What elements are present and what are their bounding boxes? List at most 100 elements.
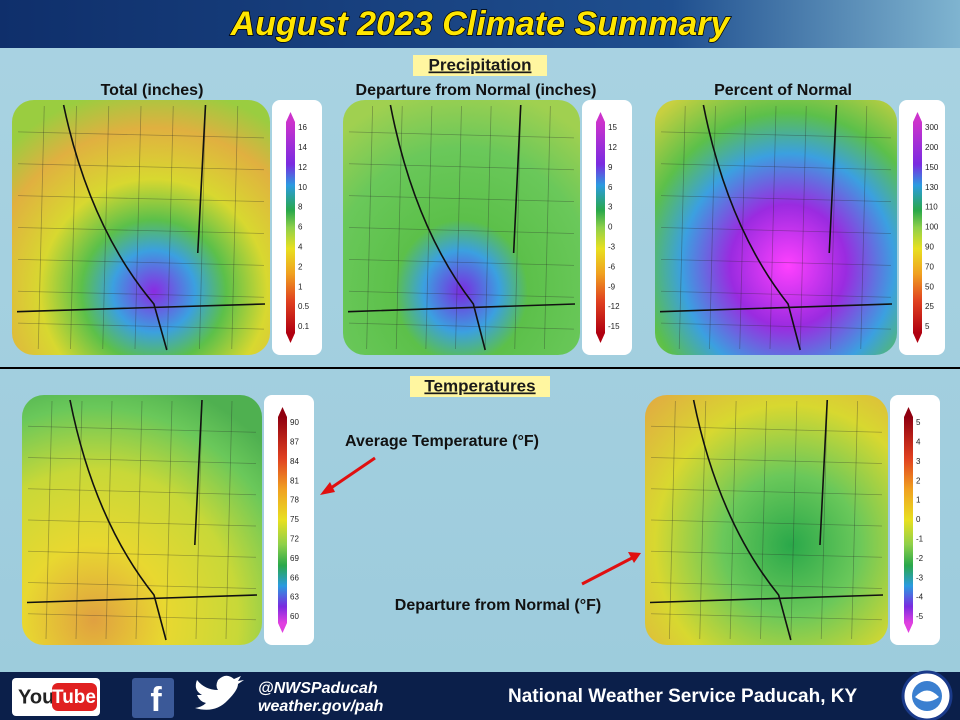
map-boundary [75,400,83,640]
legend-label: 72 [290,535,299,544]
twitter-icon[interactable] [195,675,244,710]
legend-label: 200 [925,143,939,152]
legend-label: -9 [608,282,616,291]
map-boundary [17,290,265,298]
map-label: Departure from Normal (°F) [395,597,601,614]
office-name: National Weather Service Paducah, KY [508,686,857,707]
legend-label: 150 [925,163,939,172]
map-boundary [650,613,883,621]
map-boundary [165,400,173,640]
map-boundary [70,105,77,350]
legend-label: 0.1 [298,322,310,331]
legend-label: 90 [290,418,299,427]
legend-box [264,395,314,645]
map-boundary [27,519,257,527]
legend-label: 100 [925,223,939,232]
state-border [649,399,884,641]
legend-label: 2 [916,476,921,485]
map-boundary [348,227,575,234]
legend-bar [278,417,287,623]
map-boundary [660,258,892,266]
legend-label: 5 [916,418,921,427]
legend-label: 12 [298,163,307,172]
map-boundary [820,400,828,640]
legend-label: 14 [298,143,307,152]
title-bar [0,0,960,48]
map-boundary [660,227,892,234]
map-boundary [543,105,551,350]
legend-label: 6 [298,223,303,232]
legend-label: 300 [925,123,939,132]
map-boundary [660,163,892,171]
legend-label: 87 [290,438,299,447]
legend-bar [904,417,913,623]
legend-label: -3 [608,243,616,252]
legend-label: 3 [916,457,921,466]
legend-label: 10 [298,183,307,192]
legend-label: 3 [608,203,613,212]
legend-bar [286,122,295,333]
map-boundary [27,488,257,496]
map-boundary [348,131,575,139]
legend-label: -15 [608,322,620,331]
legend-cap [904,407,913,417]
legend-label: 81 [290,476,299,485]
legend-cap [596,112,605,122]
legend-label: 16 [298,123,307,132]
map-label: Average Temperature (°F) [345,433,539,450]
map-boundary [650,425,883,433]
arrow [581,556,633,586]
map-boundary [348,322,575,330]
arrow-head [320,482,335,495]
map-boundary [650,550,883,558]
map-boundary [348,258,575,266]
map-boundary [27,550,257,558]
legend-label: 84 [290,457,299,466]
map-boundary [395,105,403,350]
legend-cap [904,623,913,633]
state-border [347,104,576,351]
map-boundary [790,400,798,640]
facebook-text: f [150,681,162,719]
legend-label: 2 [298,262,303,271]
legend-box [890,395,940,645]
map-boundary [195,400,203,640]
facebook-icon[interactable] [132,678,174,718]
map-boundary [166,105,174,350]
legend-label: 0.5 [298,302,310,311]
map-boundary [45,400,53,640]
map-boundary [650,457,883,464]
legend-cap [286,333,295,343]
legend-label: 12 [608,143,617,152]
legend-label: 1 [916,496,921,505]
legend-label: 50 [925,282,934,291]
map-boundary [678,105,686,350]
map-label: Departure from Normal (inches) [356,82,597,99]
legend-label: 0 [916,515,921,524]
map-boundary [27,425,257,433]
website: weather.gov/pah [258,698,384,715]
map [645,395,888,645]
youtube-text: Tube [52,687,96,708]
map-boundary [660,322,892,330]
map-boundary [17,258,265,266]
heading-box [413,55,547,76]
legend-label: 60 [290,612,299,621]
state-border [659,104,893,351]
map-boundary [37,105,45,350]
map [22,395,262,645]
youtube-text: You [18,686,54,708]
legend-label: -6 [608,262,616,271]
legend-label: 69 [290,554,299,563]
map-boundary [514,105,522,350]
map-boundary [709,105,716,350]
legend-bar [913,122,922,333]
legend-cap [913,333,922,343]
heading-box [410,376,550,397]
map-boundary [650,519,883,527]
legend-label: 25 [925,302,934,311]
map-boundary [348,163,575,171]
map-boundary [27,613,257,621]
legend-label: -5 [916,612,924,621]
